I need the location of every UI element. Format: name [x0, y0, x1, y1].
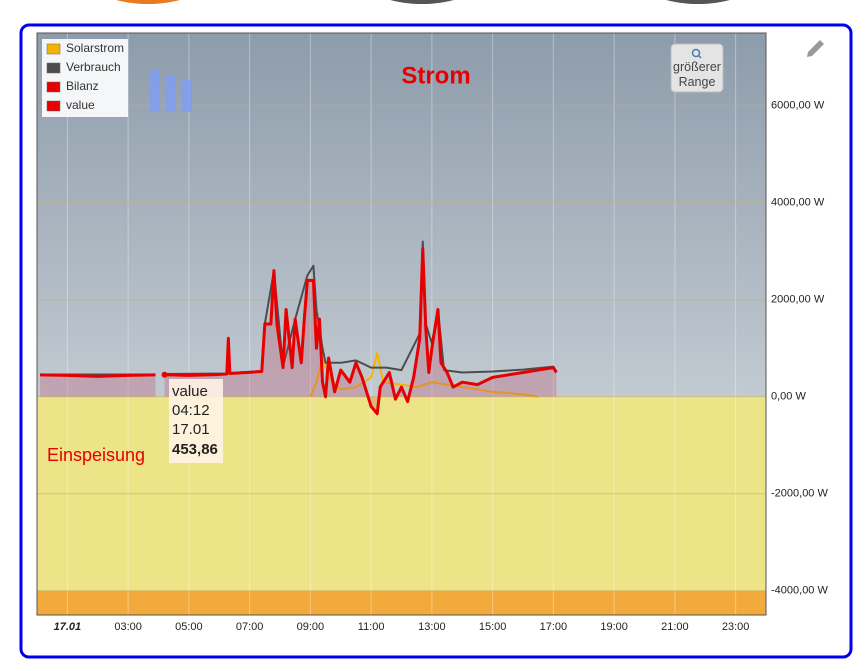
button-box[interactable] [670, 43, 724, 93]
legend-label: Solarstrom [66, 41, 124, 55]
gauge-decoration [666, 0, 730, 4]
bars-icon [182, 80, 192, 112]
y-tick-label: 0,00 W [771, 391, 806, 403]
legend-swatch [46, 81, 61, 93]
x-tick-label: 15:00 [479, 621, 507, 633]
band [37, 590, 766, 615]
legend-swatch [46, 62, 61, 74]
button-label[interactable]: größerer Range [673, 60, 721, 89]
edit-icon[interactable] [807, 40, 824, 57]
legend-label: value [66, 98, 95, 112]
bars-icon [150, 70, 160, 112]
tooltip-time: 04:12 [172, 402, 210, 419]
legend: Solarstrom Verbrauch Bilanz value [42, 39, 128, 117]
line [40, 247, 558, 416]
x-tick-label: 17:00 [540, 621, 568, 633]
x-tick-label: 21:00 [661, 621, 689, 633]
x-tick-label: 05:00 [175, 621, 203, 633]
tooltip-box [169, 379, 223, 463]
y-tick-label: -4000,00 W [771, 585, 828, 597]
annotation: Einspeisung [47, 445, 145, 465]
x-tick-label: 23:00 [722, 621, 750, 633]
data-point [161, 371, 168, 378]
zoom-icon [697, 54, 702, 59]
legend-label: Bilanz [66, 79, 99, 93]
x-tick-label: 13:00 [418, 621, 446, 633]
x-tick-label: 17.01 [54, 621, 82, 633]
legend-label: Verbrauch [66, 60, 121, 74]
area [40, 248, 557, 414]
y-tick-label: -2000,00 W [771, 488, 828, 500]
x-tick-label: 19:00 [600, 621, 628, 633]
gauge-decoration [116, 0, 180, 4]
icons [150, 40, 824, 112]
gauge-decoration [390, 0, 454, 4]
x-tick-label: 09:00 [297, 621, 325, 633]
legend-swatch [46, 100, 61, 112]
chart-title: Strom [401, 62, 470, 89]
tooltip-value: 453,86 [172, 441, 218, 458]
tooltip-name: value [172, 383, 208, 400]
zoom-icon [691, 48, 701, 58]
y-tick-label: 6000,00 W [771, 100, 825, 112]
bars-icon [166, 75, 176, 112]
y-tick-label: 2000,00 W [771, 294, 825, 306]
legend-swatch [46, 43, 61, 55]
tooltip-date: 17.01 [172, 421, 210, 438]
x-tick-label: 11:00 [358, 621, 385, 633]
range-button[interactable]: größerer Range [664, 43, 730, 93]
plot-border [36, 32, 767, 616]
x-tick-label: 07:00 [236, 621, 264, 633]
tooltip: value 04:12 17.01 453,86 [169, 379, 223, 463]
x-tick-label: 03:00 [114, 621, 142, 633]
y-tick-label: 4000,00 W [771, 197, 825, 209]
button-label-box: größerer Range [673, 60, 721, 89]
plot-area [36, 32, 767, 616]
